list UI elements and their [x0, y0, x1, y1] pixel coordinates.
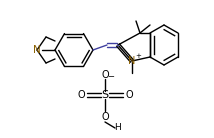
Text: N: N — [33, 45, 41, 55]
Text: O: O — [77, 90, 85, 100]
Text: S: S — [101, 90, 108, 100]
Text: O: O — [101, 70, 109, 80]
Text: N: N — [128, 56, 136, 66]
Text: −: − — [107, 72, 114, 82]
Text: O: O — [101, 112, 109, 122]
Text: +: + — [135, 53, 141, 59]
Text: O: O — [125, 90, 133, 100]
Text: H: H — [115, 124, 121, 132]
